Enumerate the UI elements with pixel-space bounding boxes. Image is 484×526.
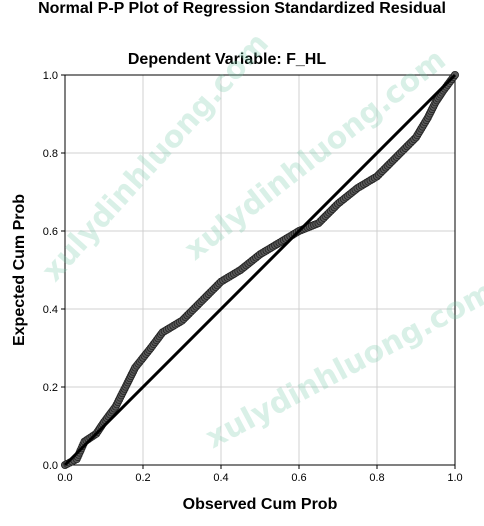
x-tick-label: 1.0 bbox=[447, 472, 462, 484]
y-tick-label: 0.8 bbox=[43, 148, 58, 160]
y-tick-label: 0.0 bbox=[43, 460, 58, 472]
axis-ticks: 0.0 0.2 0.4 0.6 0.8 1.0 0.0 0.2 0.4 0.6 0.8 1.0 bbox=[43, 70, 463, 484]
observed-points bbox=[61, 71, 459, 469]
x-tick-label: 0.6 bbox=[291, 472, 306, 484]
plot-frame bbox=[64, 74, 456, 466]
y-axis-label: Expected Cum Prob bbox=[11, 193, 28, 347]
chart-subtitle: Dependent Variable: F_HL bbox=[127, 51, 327, 68]
x-tick-label: 0.2 bbox=[135, 472, 150, 484]
chart-title: Normal P-P Plot of Regression Standardiz… bbox=[38, 0, 446, 17]
y-tick-label: 0.6 bbox=[43, 226, 58, 238]
x-tick-label: 0.8 bbox=[369, 472, 384, 484]
y-tick-label: 0.2 bbox=[43, 382, 58, 394]
x-axis-label: Observed Cum Prob bbox=[182, 496, 338, 513]
grid-lines bbox=[65, 75, 455, 465]
x-tick-label: 0.4 bbox=[213, 472, 228, 484]
x-tick-label: 0.0 bbox=[57, 472, 72, 484]
reference-line bbox=[63, 73, 457, 467]
y-tick-label: 1.0 bbox=[43, 70, 58, 82]
y-tick-label: 0.4 bbox=[43, 304, 58, 316]
